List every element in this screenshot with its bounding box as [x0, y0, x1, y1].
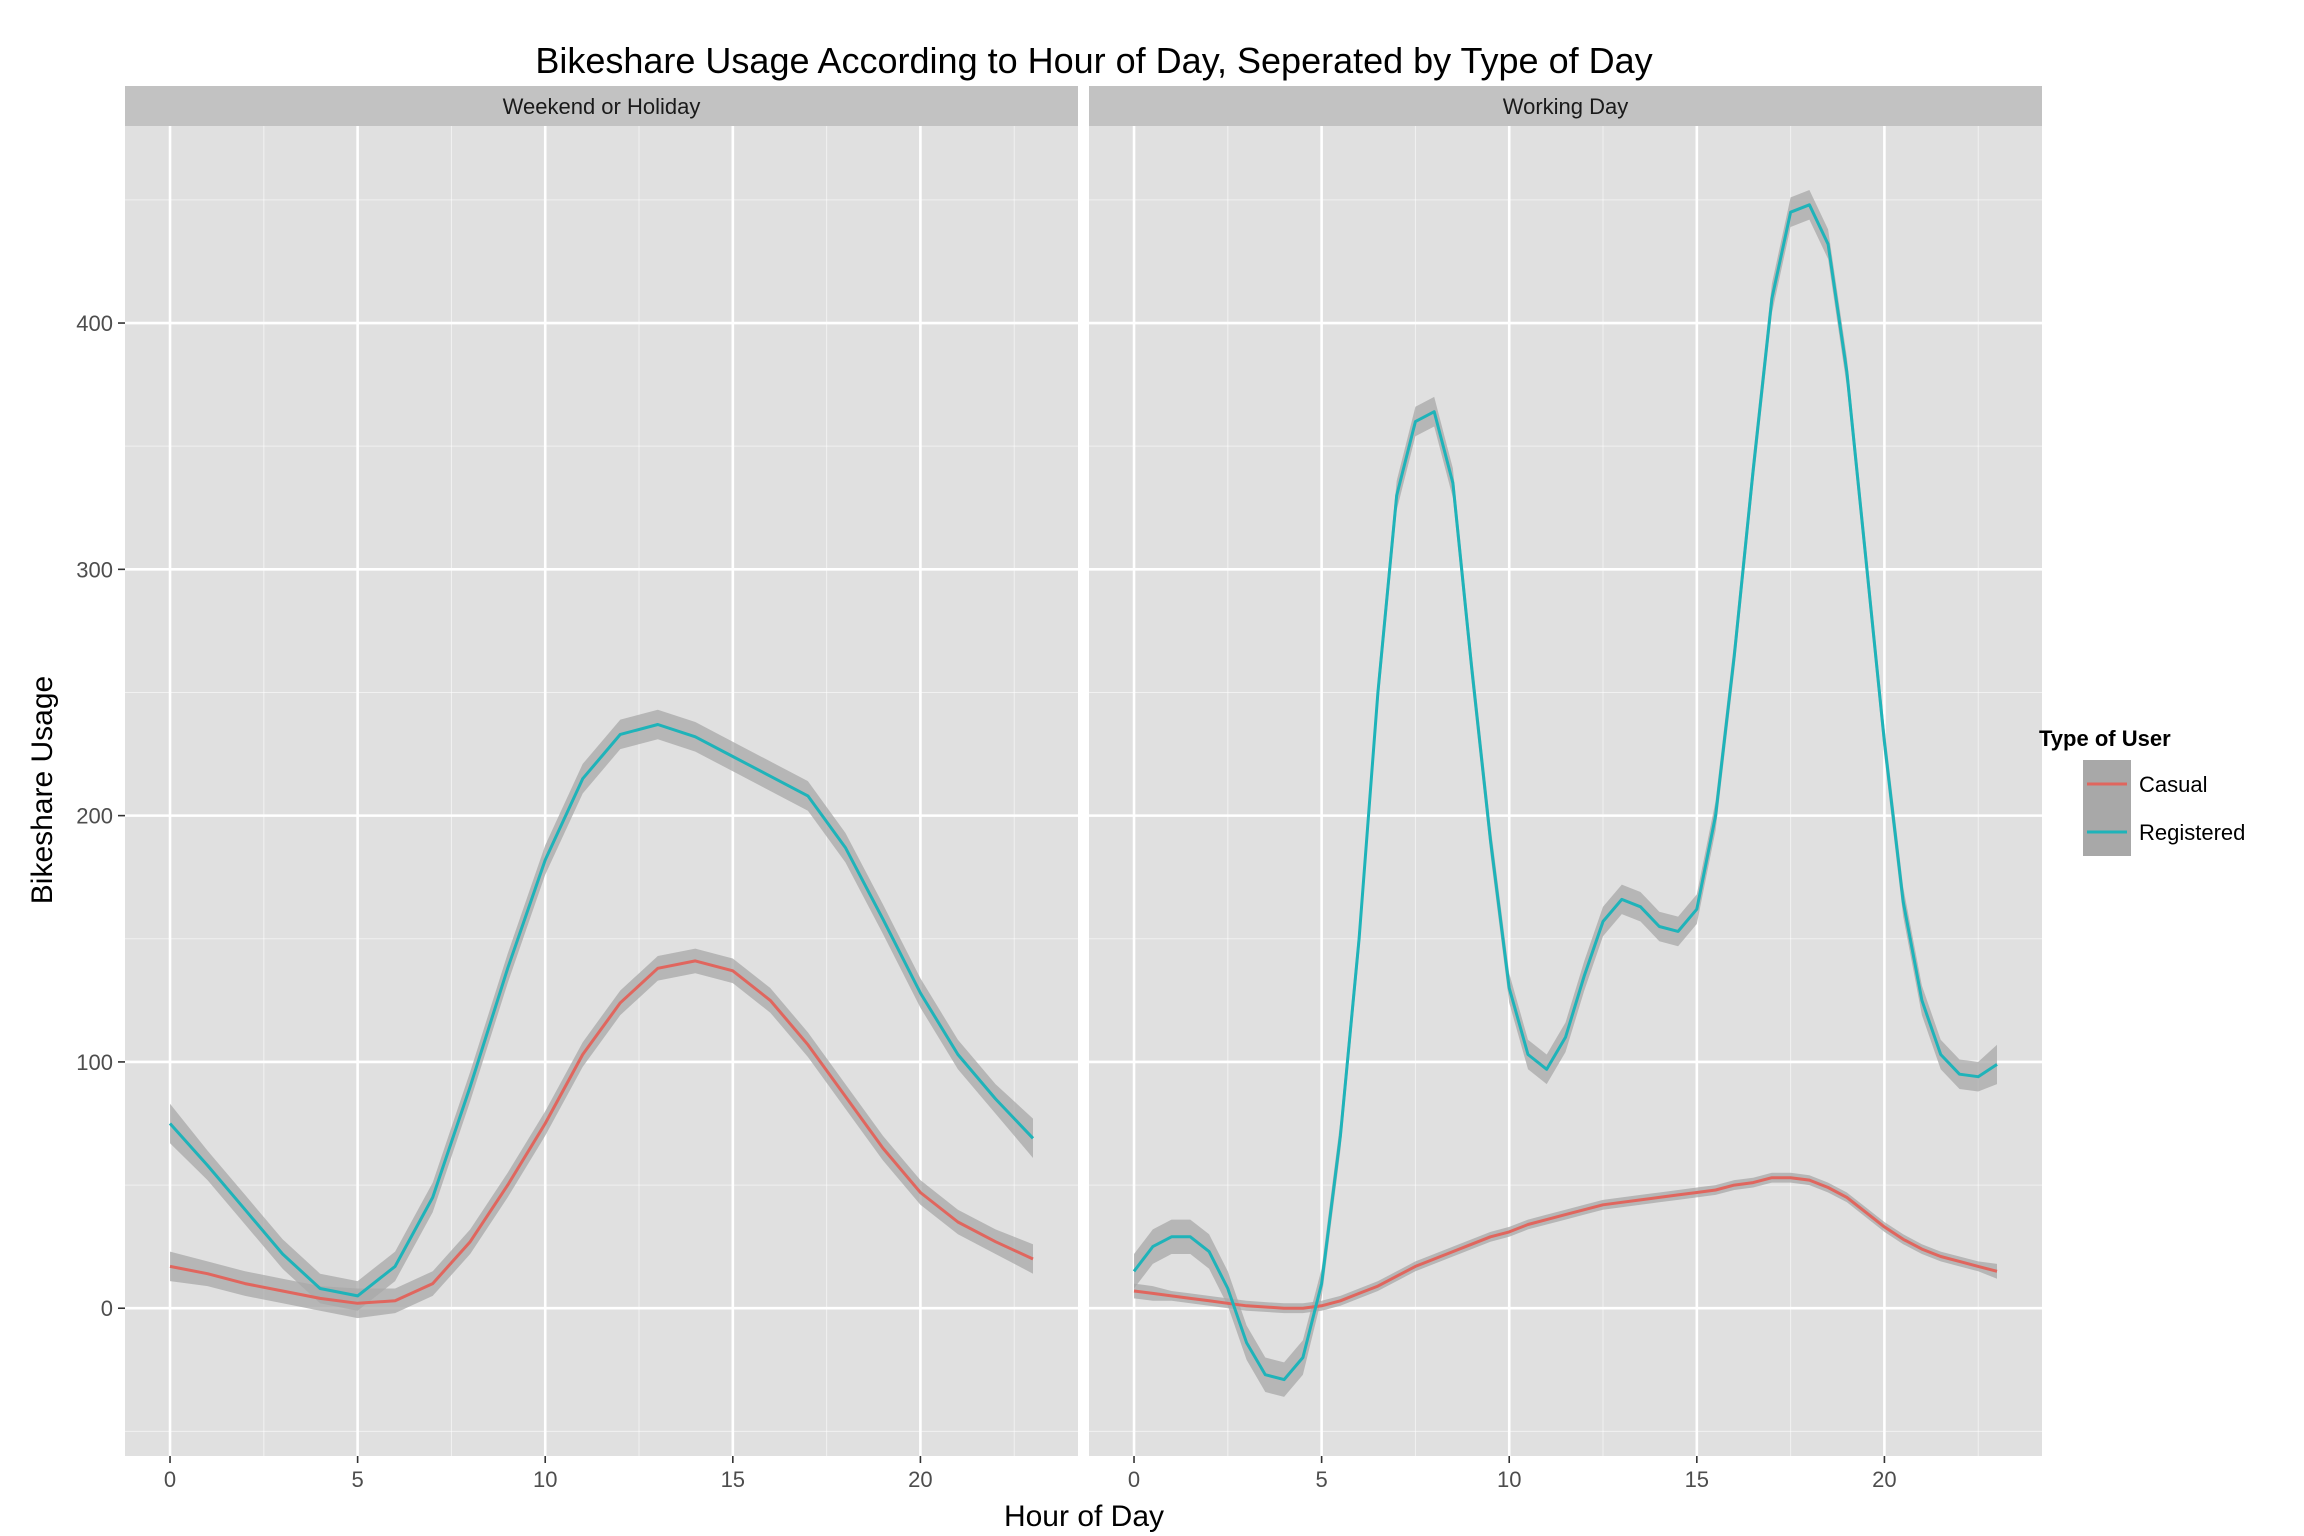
- legend: Type of User Casual Registered: [2039, 726, 2245, 856]
- line-casual: [1133, 1176, 1998, 1310]
- grid-lines: [125, 126, 1078, 1456]
- chart-title: Bikeshare Usage According to Hour of Day…: [535, 40, 1652, 81]
- line-casual: [169, 959, 1034, 1305]
- panel-background: [1089, 126, 2042, 1456]
- panel-background: [125, 126, 1078, 1456]
- panel-weekend-or-holiday: Weekend or Holiday 0 5 10 15 20: [125, 86, 1078, 1492]
- x-tick-label: 15: [1685, 1467, 1709, 1492]
- legend-label-casual: Casual: [2139, 772, 2207, 797]
- facet-strip: [1089, 86, 2042, 126]
- legend-key-registered: Registered: [2083, 808, 2245, 856]
- x-tick-label: 5: [1315, 1467, 1327, 1492]
- facet-label: Weekend or Holiday: [503, 94, 701, 119]
- ribbon-casual: [1134, 1172, 1997, 1314]
- line-registered: [1132, 203, 1998, 1382]
- y-tick-label: 0: [101, 1296, 113, 1321]
- series-lines: [168, 723, 1035, 1305]
- confidence-ribbons: [170, 709, 1033, 1319]
- x-tick-label: 10: [1497, 1467, 1521, 1492]
- x-tick-label: 20: [908, 1467, 932, 1492]
- x-axis-ticks: 0 5 10 15 20: [164, 1456, 933, 1492]
- legend-label-registered: Registered: [2139, 820, 2245, 845]
- x-axis-ticks: 0 5 10 15 20: [1128, 1456, 1897, 1492]
- line-registered: [168, 723, 1035, 1298]
- ribbon-casual: [170, 948, 1033, 1319]
- y-tick-label: 400: [76, 311, 113, 336]
- y-axis-title: Bikeshare Usage: [26, 676, 59, 904]
- legend-title: Type of User: [2039, 726, 2171, 751]
- y-tick-label: 300: [76, 557, 113, 582]
- panel-working-day: Working Day 0 5 10 15 20: [1089, 86, 2042, 1492]
- facet-strip: [125, 86, 1078, 126]
- x-axis-title: Hour of Day: [1004, 1500, 1164, 1533]
- y-tick-label: 200: [76, 804, 113, 829]
- x-tick-label: 0: [1128, 1467, 1140, 1492]
- x-tick-label: 5: [351, 1467, 363, 1492]
- y-tick-label: 100: [76, 1050, 113, 1075]
- x-tick-label: 0: [164, 1467, 176, 1492]
- x-tick-label: 20: [1872, 1467, 1896, 1492]
- series-lines: [1132, 203, 1998, 1382]
- y-axis-ticks: 0 100 200 300 400: [76, 311, 125, 1321]
- x-tick-label: 15: [721, 1467, 745, 1492]
- x-tick-label: 10: [533, 1467, 557, 1492]
- legend-key-casual: Casual: [2083, 760, 2207, 808]
- facet-label: Working Day: [1503, 94, 1629, 119]
